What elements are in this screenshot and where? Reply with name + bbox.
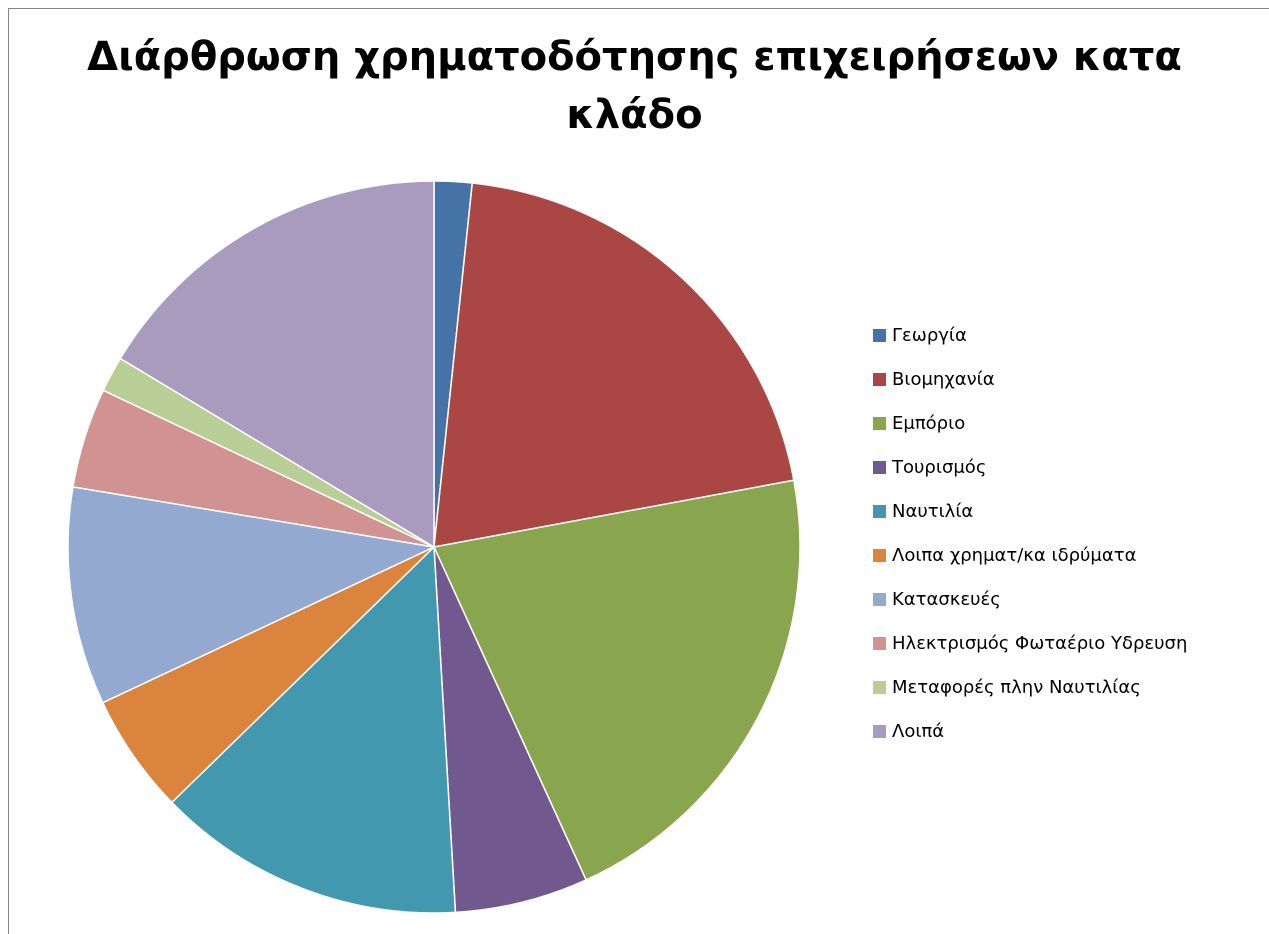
legend-item: Ναυτιλία	[873, 489, 973, 533]
legend-label: Λοιπά	[892, 720, 945, 742]
legend-swatch	[873, 680, 886, 694]
legend-label: Μεταφορές πλην Ναυτιλίας	[892, 676, 1141, 698]
legend-label: Γεωργία	[892, 324, 967, 346]
legend-swatch	[873, 504, 886, 518]
legend-swatch	[873, 328, 886, 342]
legend-swatch	[873, 592, 886, 606]
legend-item: Τουρισμός	[873, 445, 986, 489]
pie-slice-4	[433, 546, 588, 914]
legend-label: Κατασκευές	[892, 588, 1001, 610]
legend-item: Λοιπα χρηματ/κα ιδρύματα	[873, 533, 1136, 577]
legend-label: Βιομηχανία	[892, 368, 995, 390]
chart-title-line-1: Διάρθρωση χρηματοδότησης επιχειρήσεων κα…	[87, 34, 1182, 80]
pie-slice-7	[67, 486, 437, 704]
legend-swatch	[873, 548, 886, 562]
pie-slice-2	[433, 182, 795, 548]
pie-slice-3	[432, 479, 801, 881]
chart-title-line-2: κλάδο	[566, 92, 703, 138]
legend-label: Ναυτιλία	[892, 500, 974, 522]
legend-item: Γεωργία	[873, 313, 967, 357]
legend-item: Ηλεκτρισμός Φωταέριο Υδρευση	[873, 621, 1187, 665]
legend-swatch	[873, 372, 886, 386]
legend-label: Λοιπα χρηματ/κα ιδρύματα	[892, 544, 1137, 566]
chart-title: Διάρθρωση χρηματοδότησης επιχειρήσεων κα…	[0, 28, 1269, 144]
legend-item: Βιομηχανία	[873, 357, 995, 401]
legend-item: Μεταφορές πλην Ναυτιλίας	[873, 665, 1141, 709]
legend-item: Κατασκευές	[873, 577, 1001, 621]
legend-label: Εμπόριο	[892, 412, 966, 434]
legend-swatch	[873, 636, 886, 650]
legend-label: Ηλεκτρισμός Φωταέριο Υδρευση	[892, 632, 1188, 654]
pie-slice-5	[170, 545, 457, 914]
legend-swatch	[873, 416, 886, 430]
legend-swatch	[873, 724, 886, 738]
legend-swatch	[873, 460, 886, 474]
pie-slice-10	[119, 180, 435, 549]
legend-item: Λοιπά	[873, 709, 944, 753]
legend-item: Εμπόριο	[873, 401, 965, 445]
legend-label: Τουρισμός	[892, 456, 987, 478]
